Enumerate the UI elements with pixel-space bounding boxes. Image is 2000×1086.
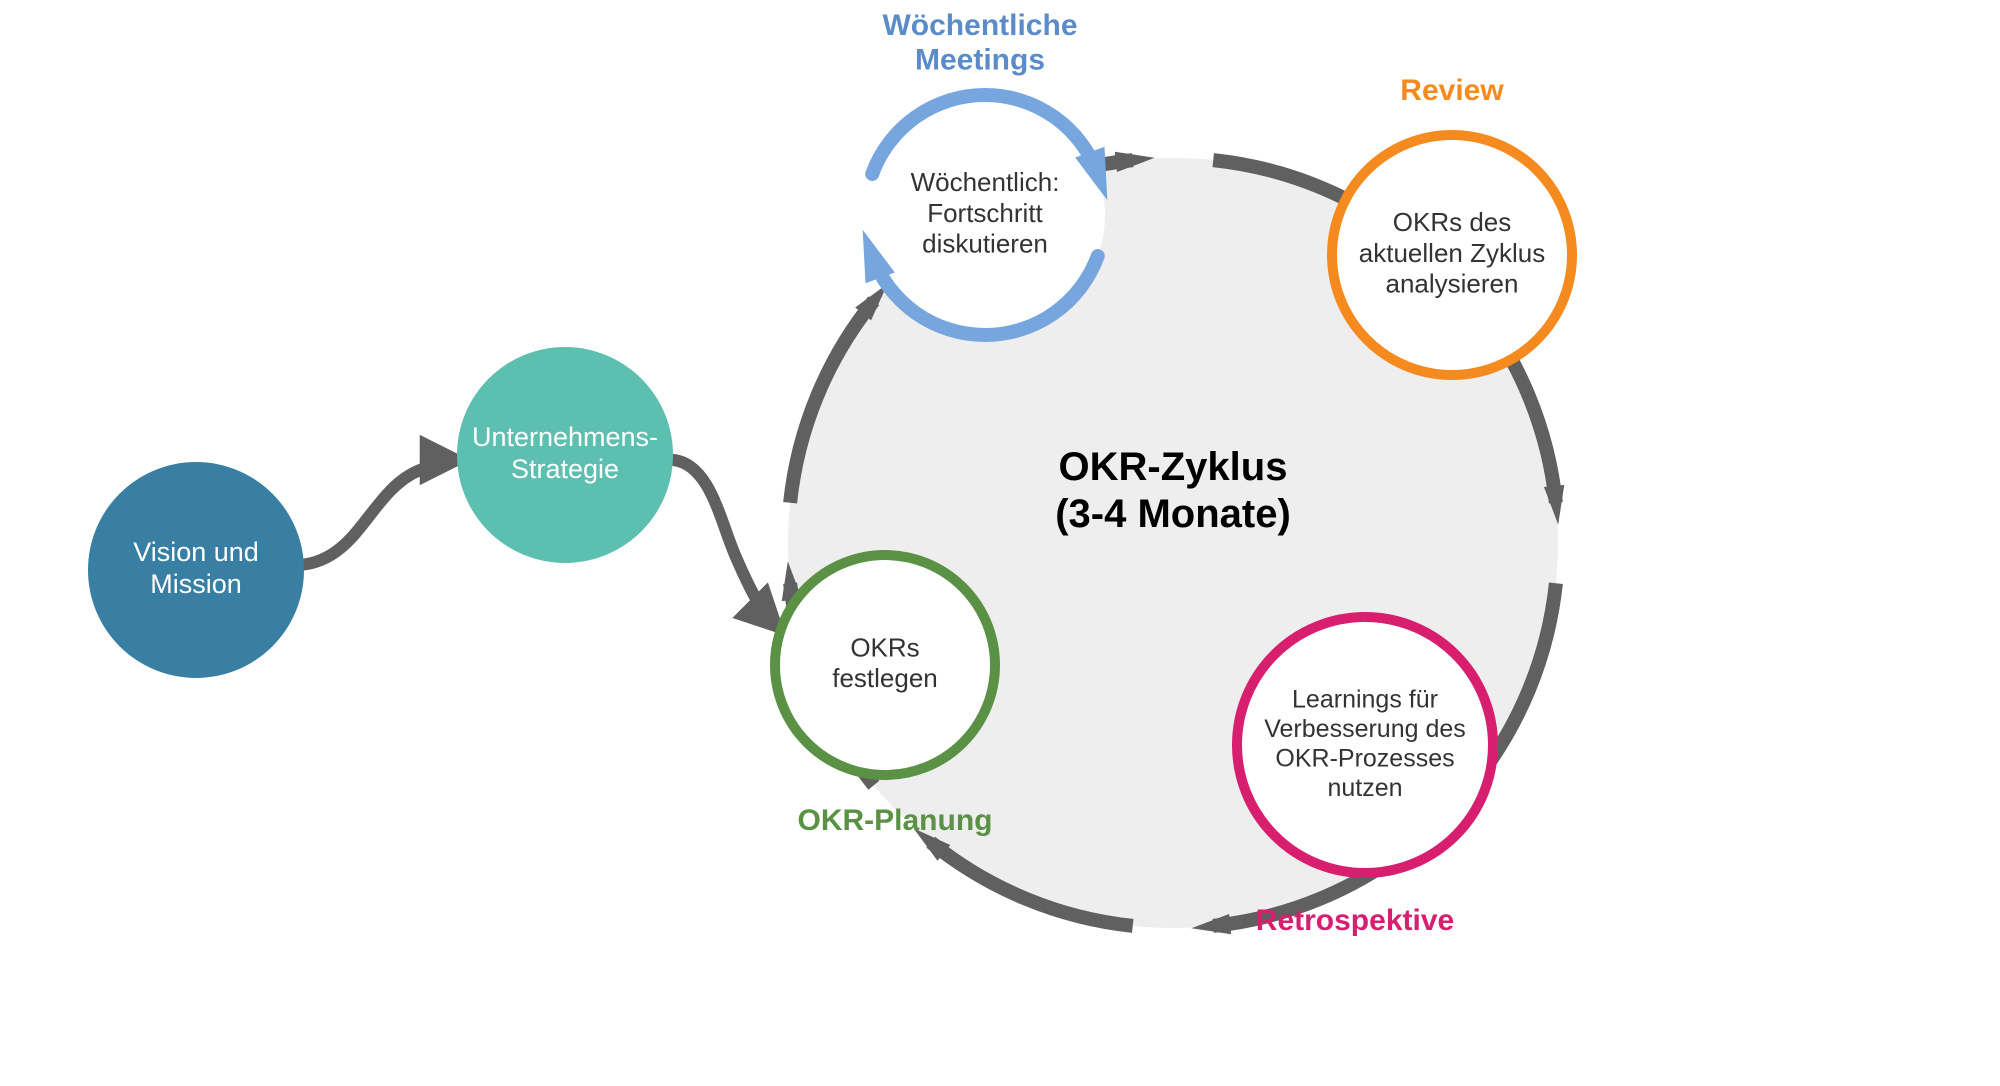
svg-text:(3-4 Monate): (3-4 Monate) <box>1055 492 1291 536</box>
node-retro: Learnings fürVerbesserung desOKR-Prozess… <box>1237 617 1493 873</box>
svg-text:Vision und: Vision und <box>133 537 259 567</box>
caption-review: Review <box>1400 74 1504 107</box>
svg-text:Wöchentlich:: Wöchentlich: <box>911 167 1060 197</box>
svg-text:analysieren: analysieren <box>1386 269 1519 299</box>
svg-text:Learnings für: Learnings für <box>1292 685 1438 713</box>
svg-text:OKR-Zyklus: OKR-Zyklus <box>1059 445 1288 489</box>
svg-text:Mission: Mission <box>150 569 242 599</box>
svg-text:OKR-Prozesses: OKR-Prozesses <box>1275 744 1454 772</box>
svg-text:diskutieren: diskutieren <box>922 229 1048 259</box>
node-weekly: Wöchentlich:Fortschrittdiskutieren <box>863 95 1108 335</box>
svg-text:nutzen: nutzen <box>1327 774 1402 802</box>
caption-weekly-line2: Meetings <box>915 44 1045 77</box>
node-review: OKRs desaktuellen Zyklusanalysieren <box>1332 135 1572 375</box>
svg-text:OKRs: OKRs <box>850 633 919 663</box>
svg-text:Fortschritt: Fortschritt <box>927 198 1043 228</box>
svg-text:festlegen: festlegen <box>832 663 938 693</box>
svg-text:Strategie: Strategie <box>511 454 619 484</box>
caption-planning: OKR-Planung <box>798 804 993 837</box>
caption-retro: Retrospektive <box>1256 904 1454 937</box>
svg-text:OKRs des: OKRs des <box>1393 207 1512 237</box>
svg-text:Verbesserung des: Verbesserung des <box>1264 715 1466 743</box>
node-planning: OKRsfestlegen <box>775 555 995 775</box>
node-vision: Vision undMission <box>88 462 304 678</box>
svg-text:Unternehmens-: Unternehmens- <box>472 422 658 452</box>
caption-weekly-line1: Wöchentliche <box>882 9 1077 42</box>
node-strategy: Unternehmens-Strategie <box>457 347 673 563</box>
svg-text:aktuellen Zyklus: aktuellen Zyklus <box>1359 238 1545 268</box>
